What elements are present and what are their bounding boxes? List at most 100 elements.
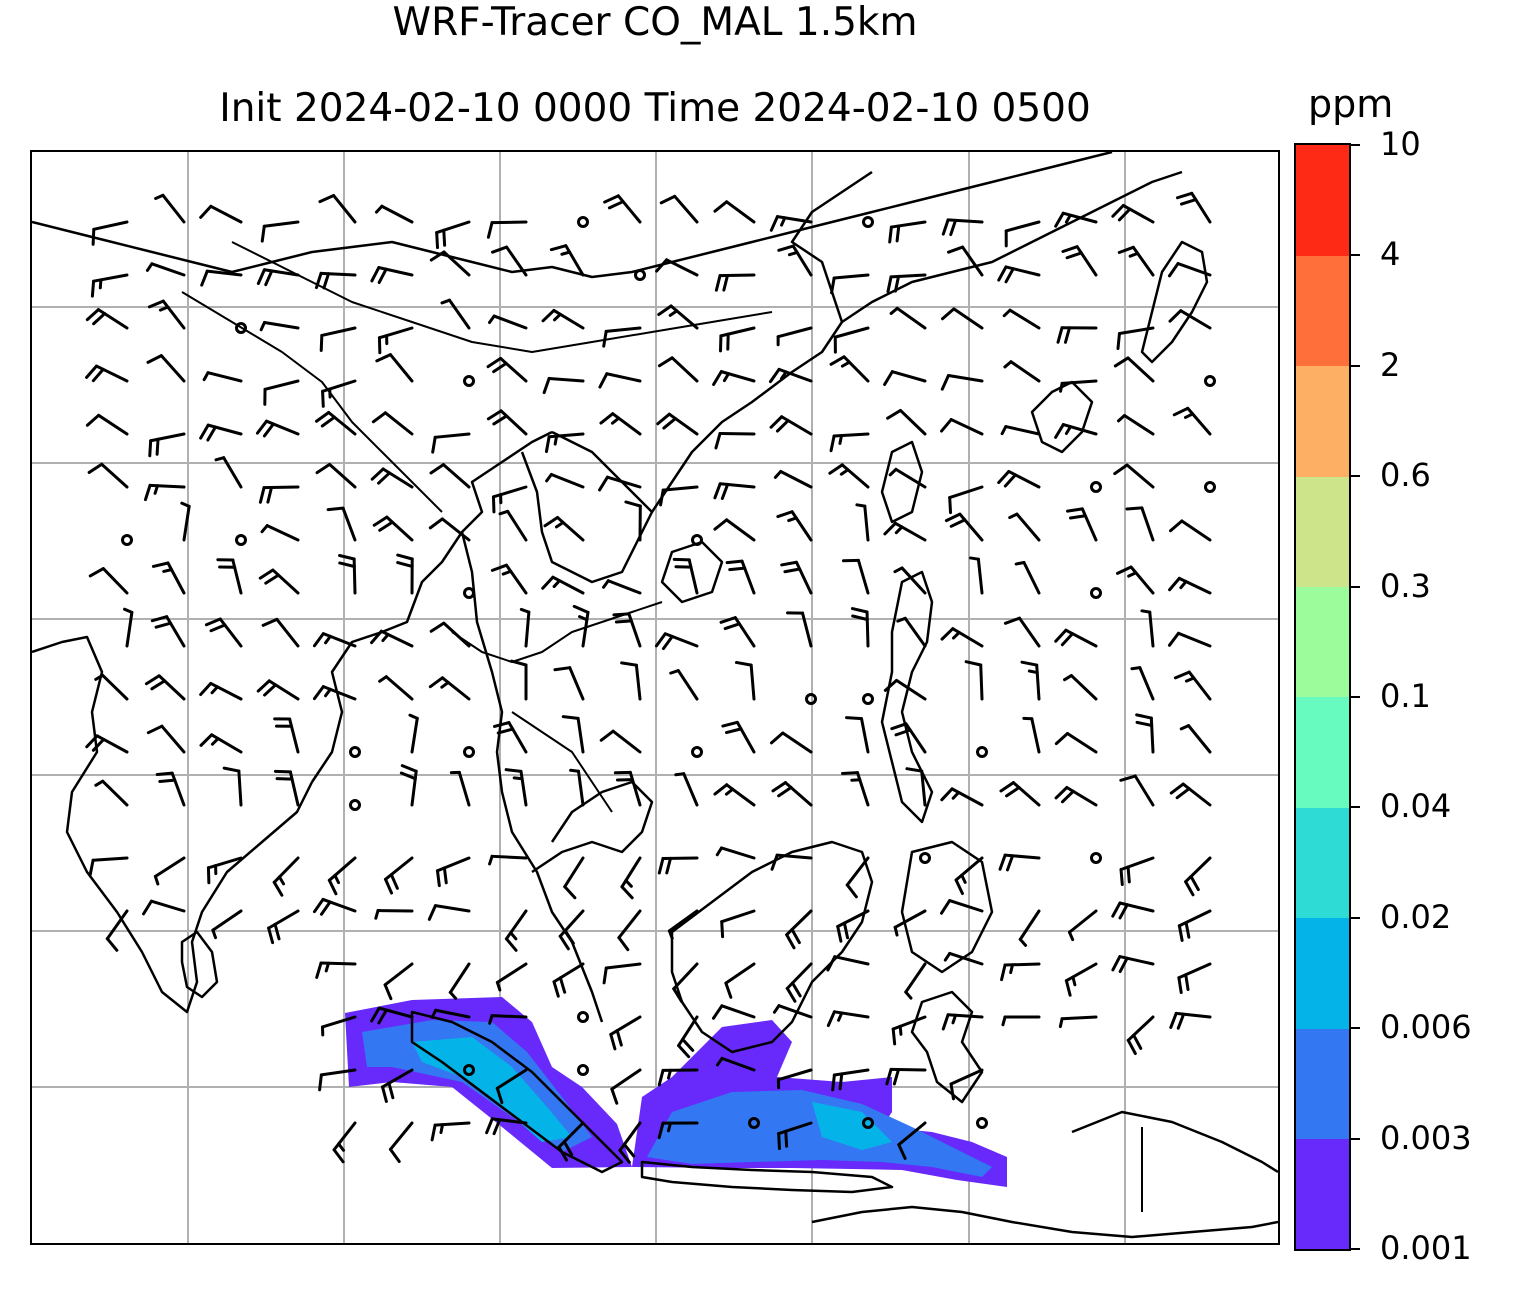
wind-barb [199,423,243,442]
wind-barb [273,769,300,807]
wind-barb [941,307,984,330]
wind-barb [492,721,528,754]
wind-barb [1054,732,1098,754]
wind-barb [772,1004,813,1019]
wind-barb [674,772,699,807]
calm-wind-marker [1090,587,1102,599]
wind-barb [1022,716,1041,754]
calm-wind-marker [862,216,874,228]
calm-wind-marker [691,534,703,546]
coastline-india [32,635,314,1014]
calm-wind-marker [463,375,475,387]
wind-barb [997,265,1041,284]
calm-wind-marker [1204,481,1216,493]
wind-barb [312,897,357,916]
wind-barb [613,770,642,807]
colorbar-tick-label: 4 [1380,235,1401,274]
calm-wind-marker [1090,852,1102,864]
map-title-line2: Init 2024-02-10 0000 Time 2024-02-10 050… [219,86,1091,131]
wind-barb [883,521,927,542]
wind-barb [672,557,699,595]
wind-barb [1175,191,1212,224]
coastline-japan [1140,240,1209,364]
calm-wind-marker [463,746,475,758]
calm-wind-marker [463,587,475,599]
wind-barb [428,517,471,542]
wind-barb [142,899,186,916]
wind-barb [1008,512,1041,542]
wind-barb [449,770,471,807]
wind-barb [557,1121,585,1162]
wind-barb [620,661,642,701]
colorbar-segment [1296,1028,1349,1140]
wind-barb [893,566,927,595]
wind-barb [263,379,300,406]
wind-barb [1119,856,1155,886]
wind-barb [1126,1015,1155,1056]
wind-barb [486,409,528,436]
wind-barb [216,558,243,595]
wind-barb [603,194,642,224]
wind-barb [504,909,528,952]
wind-barb [885,1067,927,1086]
wind-barb [495,1068,528,1105]
wind-barb [890,722,927,754]
calm-wind-marker [235,322,247,334]
wind-barb [558,909,585,951]
tracer-plume-east-inner [647,1090,992,1177]
wind-barb [715,846,756,860]
wind-barb [273,717,300,754]
wind-barb [541,308,585,330]
wind-barb [222,766,243,807]
border-china-mongolia [231,241,773,353]
wind-barb [720,909,756,939]
wind-barb [146,354,186,383]
wind-barb [150,615,186,648]
wind-barb [968,556,984,595]
wind-barb [321,379,357,408]
map-panel[interactable] [30,150,1280,1245]
wind-barb [370,266,414,285]
wind-barb [544,432,585,454]
colorbar-tick-mark [1351,144,1360,146]
wind-barb [725,559,756,595]
wind-barb [770,853,813,871]
wind-barb [1054,628,1098,648]
wind-barb [148,432,186,458]
colorbar-segment [1296,255,1349,367]
wind-barb [370,467,414,489]
wind-barb [777,1121,813,1151]
wind-barb [315,961,357,979]
wind-barb [374,204,414,224]
wind-barb [431,432,471,454]
wind-barb [1064,962,1098,997]
wind-barb [948,485,984,515]
wind-barb [612,612,642,648]
wind-barb [1000,425,1041,436]
wind-barb [599,729,642,754]
wind-barb [999,781,1041,807]
calm-wind-marker [577,1011,589,1023]
wind-barb [1001,1015,1041,1027]
wind-barb [769,731,813,754]
coastline-sulawesi [910,990,984,1104]
wind-barb [154,193,186,224]
wind-barb [828,463,870,489]
wind-barb [1059,379,1098,393]
wind-barb [719,326,756,353]
wind-barb [719,616,756,648]
wind-barb [261,617,300,648]
wind-barb [1167,631,1212,648]
coastline-australia-north [811,1205,1278,1239]
wind-barb [845,856,870,899]
wind-barb [841,558,870,595]
colorbar-tick-mark [1351,696,1360,698]
wind-barb [886,273,927,294]
wind-barb [85,364,129,383]
gridlines [32,152,1278,1243]
wind-barb [314,271,357,290]
coastline-taiwan [880,440,924,524]
wind-barb [1003,616,1041,648]
wind-barb [602,326,642,348]
wind-barb [491,485,528,514]
